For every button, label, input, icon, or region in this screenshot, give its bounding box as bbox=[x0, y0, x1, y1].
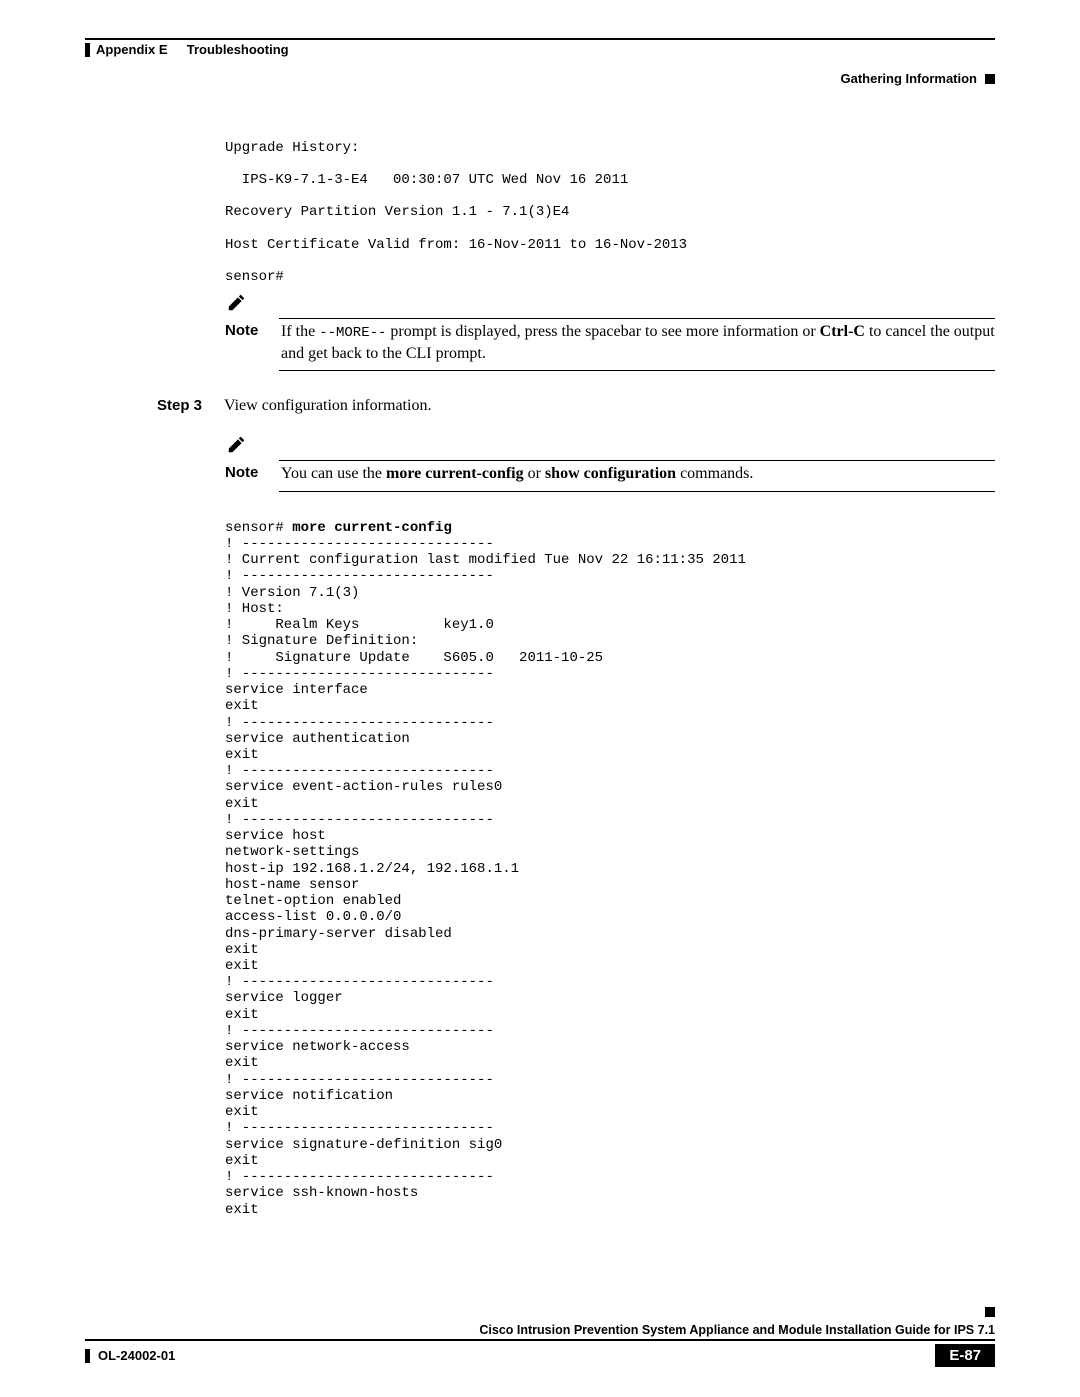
note-label: Note bbox=[225, 463, 265, 485]
note1-mono: --MORE-- bbox=[319, 325, 386, 341]
note2-mid: or bbox=[524, 465, 545, 482]
header-bar-icon bbox=[85, 43, 90, 57]
note-rule-bottom bbox=[279, 370, 995, 371]
note-rule-top bbox=[279, 318, 995, 319]
appendix-label: Appendix E bbox=[96, 42, 168, 57]
footer-guide-title: Cisco Intrusion Prevention System Applia… bbox=[85, 1323, 995, 1337]
command-line: sensor# more current-config bbox=[225, 520, 995, 536]
cmd-prompt: sensor# bbox=[225, 520, 292, 536]
note2-bold2: show configuration bbox=[545, 465, 676, 482]
page-number-badge: E-87 bbox=[935, 1344, 995, 1367]
note1-bold: Ctrl-C bbox=[820, 323, 865, 340]
header-row: Appendix E Troubleshooting bbox=[85, 42, 995, 57]
note-row: Note If the --MORE-- prompt is displayed… bbox=[225, 321, 995, 364]
header-left: Appendix E Troubleshooting bbox=[85, 42, 289, 57]
section-title: Gathering Information bbox=[841, 71, 978, 86]
pencil-icon bbox=[225, 433, 249, 455]
note-body: If the --MORE-- prompt is displayed, pre… bbox=[281, 321, 995, 364]
subheader-row: Gathering Information bbox=[85, 71, 995, 86]
footer: Cisco Intrusion Prevention System Applia… bbox=[85, 1323, 995, 1367]
footer-square-icon bbox=[985, 1307, 995, 1317]
footer-left: OL-24002-01 bbox=[85, 1348, 175, 1363]
cmd-command: more current-config bbox=[292, 520, 452, 536]
pencil-icon bbox=[225, 291, 249, 313]
footer-rule bbox=[85, 1339, 995, 1341]
page: Appendix E Troubleshooting Gathering Inf… bbox=[0, 0, 1080, 1397]
note-body: You can use the more current-config or s… bbox=[281, 463, 995, 485]
note-label: Note bbox=[225, 321, 265, 364]
terminal-output-1: Upgrade History: IPS-K9-7.1-3-E4 00:30:0… bbox=[225, 140, 995, 285]
note-1: Note If the --MORE-- prompt is displayed… bbox=[225, 291, 995, 371]
note1-mid: prompt is displayed, press the spacebar … bbox=[386, 323, 819, 340]
header-square-icon bbox=[985, 74, 995, 84]
note-rule-bottom bbox=[279, 491, 995, 492]
doc-number: OL-24002-01 bbox=[98, 1348, 175, 1363]
step-3: Step 3 View configuration information. bbox=[157, 397, 995, 415]
config-output: ! ------------------------------ ! Curre… bbox=[225, 536, 995, 1218]
note2-post: commands. bbox=[676, 465, 753, 482]
footer-row: OL-24002-01 E-87 bbox=[85, 1344, 995, 1367]
note-rule-top bbox=[279, 460, 995, 461]
header-right: Gathering Information bbox=[841, 71, 996, 86]
note1-pre: If the bbox=[281, 323, 319, 340]
content: Upgrade History: IPS-K9-7.1-3-E4 00:30:0… bbox=[85, 140, 995, 1218]
note-row: Note You can use the more current-config… bbox=[225, 463, 995, 485]
header-rule bbox=[85, 38, 995, 40]
chapter-title: Troubleshooting bbox=[187, 42, 289, 57]
note-2: Note You can use the more current-config… bbox=[225, 433, 995, 492]
footer-bar-icon bbox=[85, 1349, 90, 1363]
step-label: Step 3 bbox=[157, 397, 202, 415]
note2-pre: You can use the bbox=[281, 465, 386, 482]
note2-bold1: more current-config bbox=[386, 465, 524, 482]
step-text: View configuration information. bbox=[224, 397, 431, 415]
page-number: E-87 bbox=[949, 1347, 981, 1364]
